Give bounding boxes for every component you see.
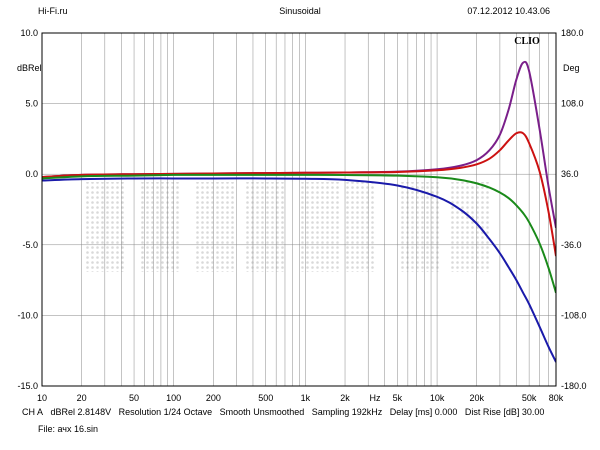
y2-tick-label: 108.0 bbox=[561, 99, 584, 109]
x-tick-label: 10 bbox=[37, 393, 47, 403]
x-tick-label: 10k bbox=[430, 393, 445, 403]
watermark-block bbox=[450, 182, 490, 272]
x-tick-label: 1k bbox=[301, 393, 311, 403]
watermark-block bbox=[345, 182, 375, 272]
y2-tick-label: -180.0 bbox=[561, 381, 587, 391]
unit-label: dBRel 2.8148V bbox=[50, 407, 112, 417]
y-tick-label: -10.0 bbox=[17, 310, 38, 320]
series-group bbox=[42, 60, 556, 363]
header-title: Sinusoidal bbox=[279, 6, 321, 16]
x-tick-label: 50k bbox=[522, 393, 537, 403]
x-tick-label: 50 bbox=[129, 393, 139, 403]
y-axis-label: dBRel bbox=[17, 63, 42, 73]
watermark-block bbox=[300, 182, 340, 272]
y2-tick-label: 180.0 bbox=[561, 28, 584, 38]
series-line-3 bbox=[42, 173, 556, 294]
y-tick-label: -5.0 bbox=[22, 240, 38, 250]
watermark-block bbox=[245, 182, 285, 272]
dist-rise-label: Dist Rise [dB] 30.00 bbox=[464, 407, 545, 417]
y-tick-label: 5.0 bbox=[25, 99, 38, 109]
x-tick-label: 2k bbox=[340, 393, 350, 403]
y-tick-label: -15.0 bbox=[17, 381, 38, 391]
sampling-label: Sampling 192kHz bbox=[311, 407, 383, 417]
channel-label: CH A bbox=[22, 407, 44, 417]
header-site: Hi-Fi.ru bbox=[38, 6, 68, 16]
y2-tick-label: 36.0 bbox=[561, 169, 579, 179]
axes: 10 20 50 100 200 500 1k 2k 5k 10k 20k 50k 80k 10.0 5.0… bbox=[17, 28, 586, 403]
y2-tick-label: -36.0 bbox=[561, 240, 582, 250]
delay-label: Delay [ms] 0.000 bbox=[389, 407, 458, 417]
y2-tick-label: -108.0 bbox=[561, 310, 587, 320]
brand-label: CLIO bbox=[514, 36, 540, 47]
plot-frame bbox=[41, 32, 557, 387]
watermark-block bbox=[195, 182, 235, 272]
watermark bbox=[85, 182, 490, 272]
watermark-block bbox=[400, 182, 440, 272]
series-line-2 bbox=[42, 131, 556, 257]
x-tick-label: 20 bbox=[77, 393, 87, 403]
file-name: File: ачх 16.sin bbox=[38, 424, 99, 434]
smoothing-label: Smooth Unsmoothed bbox=[219, 407, 305, 417]
y-tick-label: 10.0 bbox=[20, 28, 38, 38]
resolution-label: Resolution 1/24 Octave bbox=[118, 407, 213, 417]
x-tick-label: 200 bbox=[206, 393, 221, 403]
header-timestamp: 07.12.2012 10.43.06 bbox=[467, 6, 550, 16]
x-tick-label: 5k bbox=[393, 393, 403, 403]
y2-axis-label: Deg bbox=[563, 63, 580, 73]
watermark-block bbox=[140, 182, 180, 272]
x-tick-label: 20k bbox=[469, 393, 484, 403]
measurement-settings: CH A dBRel 2.8148V Resolution 1/24 Octav… bbox=[22, 407, 544, 417]
series-line-4 bbox=[42, 177, 556, 363]
x-tick-label: 80k bbox=[549, 393, 564, 403]
x-tick-label: 500 bbox=[258, 393, 273, 403]
x-unit-label: Hz bbox=[370, 393, 381, 403]
x-tick-label: 100 bbox=[166, 393, 181, 403]
y-tick-label: 0.0 bbox=[25, 169, 38, 179]
